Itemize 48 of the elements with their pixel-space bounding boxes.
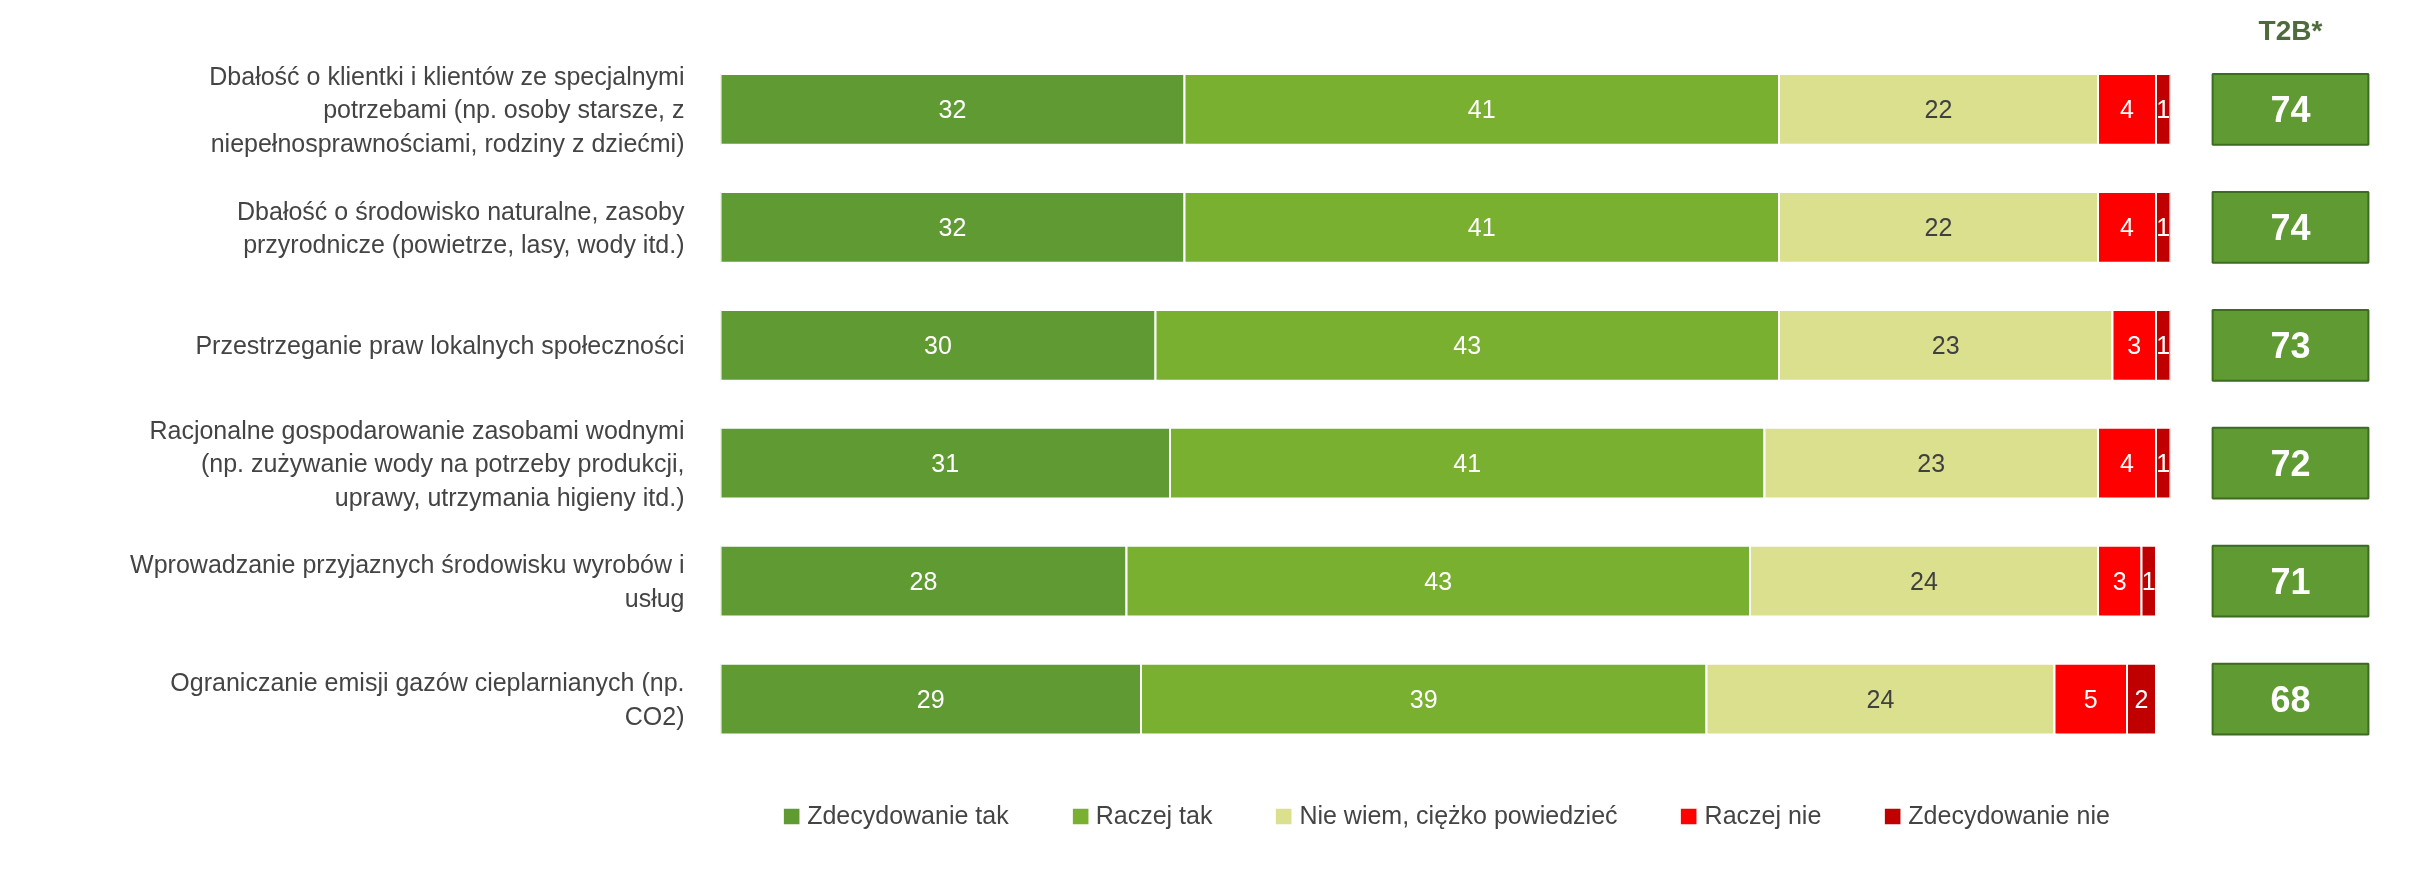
data-label: 28	[909, 567, 938, 596]
data-label: 23	[1917, 449, 1946, 478]
data-label: 22	[1924, 95, 1953, 124]
legend-label: Nie wiem, ciężko powiedzieć	[1299, 801, 1618, 830]
text: 68	[2270, 679, 2311, 721]
y-tick-label: Dbałość o klientki i klientów ze specjalnymi potrzebami (np. osoby starsze, z niepełnosprawnościami, rodziny z dziećmi)	[209, 61, 685, 158]
data-label: 3	[2127, 331, 2142, 360]
y-tick-label: Dbałość o środowisko naturalne, zasoby przyrodnicze (powietrze, lasy, wody itd.)	[237, 196, 685, 259]
data-label: 1	[2156, 449, 2171, 478]
data-label: 2	[2134, 685, 2149, 714]
legend-label: Zdecydowanie nie	[1908, 801, 2110, 830]
data-label: 5	[2083, 685, 2098, 714]
text: 71	[2270, 561, 2311, 603]
data-label: 24	[1866, 685, 1895, 714]
data-label: 29	[916, 685, 945, 714]
data-label: 30	[924, 331, 952, 360]
y-tick-label: Ograniczanie emisji gazów cieplarnianych (np. CO2)	[170, 668, 685, 730]
y-tick-label: Przestrzeganie praw lokalnych społeczności	[195, 331, 685, 360]
text: 74	[2270, 207, 2311, 249]
data-label: 31	[931, 449, 960, 478]
text: T2B*	[2258, 14, 2323, 46]
data-label: 1	[2156, 213, 2171, 242]
legend-label: Zdecydowanie tak	[807, 801, 1009, 830]
text: 74	[2270, 89, 2311, 131]
data-label: 32	[938, 213, 967, 242]
data-label: 43	[1453, 331, 1482, 360]
data-label: 4	[2120, 449, 2135, 478]
legend-label: Raczej tak	[1095, 801, 1213, 830]
data-label: 41	[1453, 449, 1482, 478]
data-label: 3	[2112, 567, 2127, 596]
data-label: 1	[2156, 331, 2171, 360]
text: 72	[2270, 443, 2311, 485]
data-label: 43	[1424, 567, 1453, 596]
data-label: 41	[1467, 95, 1496, 124]
data-label: 4	[2120, 213, 2135, 242]
data-label: 24	[1910, 567, 1938, 596]
data-label: 4	[2120, 95, 2135, 124]
data-label: 22	[1924, 213, 1953, 242]
text: 73	[2270, 325, 2311, 367]
data-label: 23	[1931, 331, 1960, 360]
data-label: 1	[2156, 95, 2171, 124]
data-label: 39	[1409, 685, 1438, 714]
y-tick-label: Wprowadzanie przyjaznych środowisku wyrobów i usług	[130, 550, 685, 612]
data-label: 32	[938, 95, 967, 124]
y-tick-label: Racjonalne gospodarowanie zasobami wodnymi (np. zużywanie wody na potrzeby produkcji, uprawy, utrzymania higieny itd.)	[149, 415, 685, 511]
data-label: 1	[2141, 567, 2156, 596]
legend-label: Raczej nie	[1704, 801, 1822, 830]
data-label: 41	[1467, 213, 1496, 242]
